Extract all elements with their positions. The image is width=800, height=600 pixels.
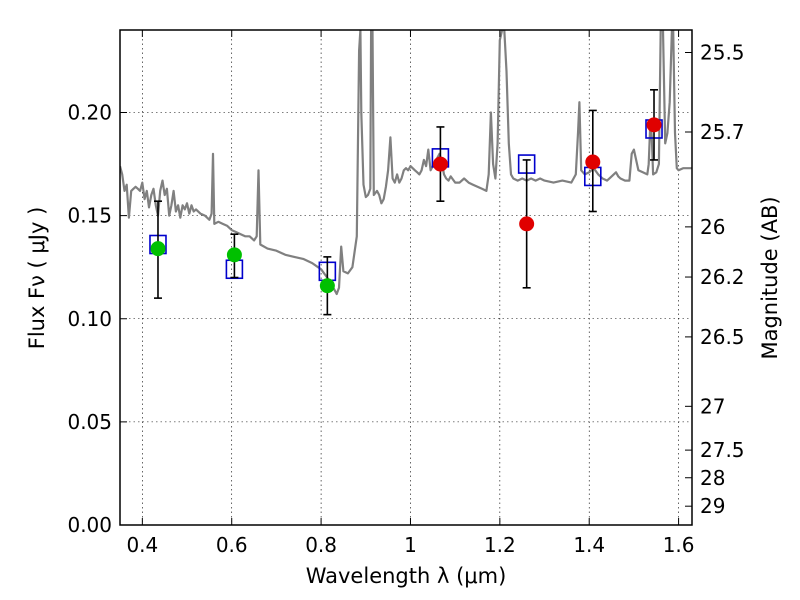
y-tick-label: 0.15 <box>67 204 112 228</box>
x-tick-label: 0.6 <box>216 533 248 557</box>
y2-axis-label: Magnitude (AB) <box>758 196 782 359</box>
observed-flux-point <box>585 154 601 170</box>
y2-tick-label: 26.5 <box>700 325 745 349</box>
y2-tick-label: 25.7 <box>700 120 745 144</box>
y2-tick-label: 27.5 <box>700 438 745 462</box>
y-axis-label: Flux Fν ( μJy ) <box>25 207 49 350</box>
observed-flux-point <box>226 247 242 263</box>
x-tick-label: 0.4 <box>126 533 158 557</box>
plot-area <box>120 30 692 316</box>
y2-tick-label: 27 <box>700 394 725 418</box>
y2-tick-label: 29 <box>700 494 725 518</box>
observed-flux-point <box>519 216 535 232</box>
observed-flux-point <box>646 117 662 133</box>
y2-tick-label: 25.5 <box>700 41 745 65</box>
x-tick-label: 1 <box>404 533 417 557</box>
x-axis-label: Wavelength λ (μm) <box>306 564 507 588</box>
model-spectrum-line <box>120 30 692 296</box>
plot-frame <box>119 29 693 526</box>
y2-tick-label: 26.2 <box>700 265 745 289</box>
y-tick-label: 0.20 <box>67 101 112 125</box>
grid-lines <box>120 30 692 526</box>
y-tick-label: 0.00 <box>67 513 112 537</box>
observed-flux-point <box>319 278 335 294</box>
y2-tick-label: 26 <box>700 215 725 239</box>
x-tick-label: 1.2 <box>484 533 516 557</box>
y2-tick-label: 28 <box>700 466 725 490</box>
y-tick-label: 0.10 <box>67 307 112 331</box>
x-tick-label: 1.4 <box>573 533 605 557</box>
observed-flux-point <box>432 156 448 172</box>
x-tick-label: 0.8 <box>305 533 337 557</box>
x-tick-label: 1.6 <box>663 533 695 557</box>
y-tick-label: 0.05 <box>67 410 112 434</box>
observed-flux-point <box>150 241 166 257</box>
axis-ticks: 0.4 0.6 0.8 1 1.2 1.4 1.6 0.00 0.05 0.10 0.15 0.20 2… <box>67 30 745 557</box>
